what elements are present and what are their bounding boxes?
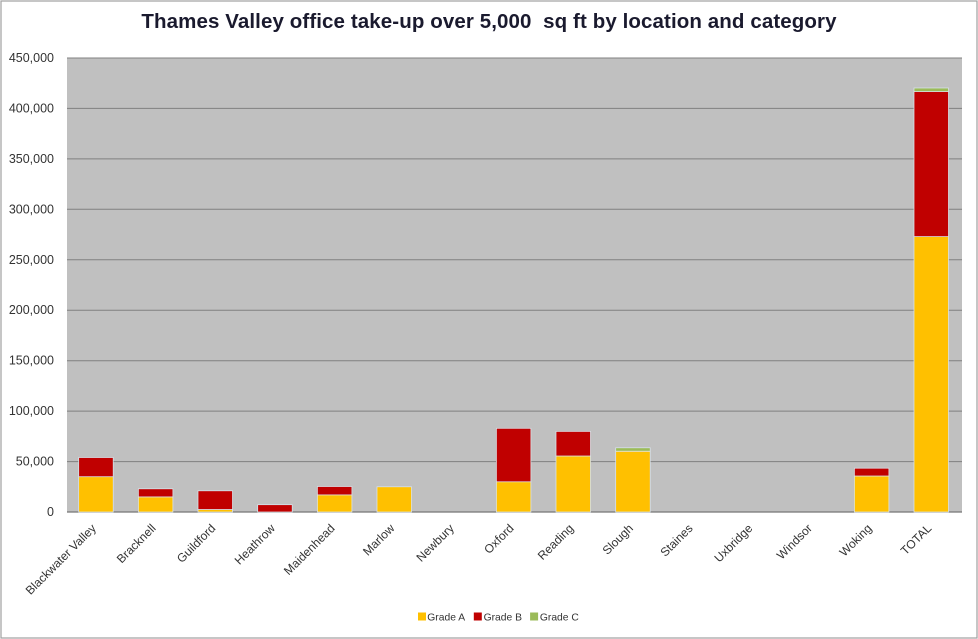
- svg-text:Blackwater Valley: Blackwater Valley: [23, 521, 99, 597]
- svg-text:Heathrow: Heathrow: [232, 521, 278, 567]
- svg-text:450,000: 450,000: [9, 51, 54, 65]
- svg-text:150,000: 150,000: [9, 354, 54, 368]
- svg-text:Marlow: Marlow: [360, 521, 397, 558]
- svg-text:Oxford: Oxford: [481, 521, 516, 556]
- svg-text:Uxbridge: Uxbridge: [711, 521, 755, 565]
- svg-text:Grade B: Grade B: [484, 613, 522, 624]
- svg-text:Windsor: Windsor: [774, 521, 815, 562]
- svg-text:Grade C: Grade C: [540, 613, 579, 624]
- svg-text:TOTAL: TOTAL: [898, 521, 935, 558]
- svg-text:Staines: Staines: [657, 521, 695, 559]
- svg-text:Bracknell: Bracknell: [114, 521, 159, 566]
- svg-text:Guildford: Guildford: [174, 521, 218, 565]
- svg-text:100,000: 100,000: [9, 404, 54, 418]
- svg-text:300,000: 300,000: [9, 202, 54, 216]
- svg-text:Grade A: Grade A: [427, 613, 465, 624]
- svg-text:250,000: 250,000: [9, 253, 54, 267]
- svg-text:350,000: 350,000: [9, 152, 54, 166]
- svg-text:Newbury: Newbury: [414, 521, 457, 564]
- svg-text:400,000: 400,000: [9, 101, 54, 115]
- svg-text:Slough: Slough: [600, 521, 636, 557]
- svg-text:200,000: 200,000: [9, 303, 54, 317]
- svg-text:Woking: Woking: [837, 521, 875, 559]
- svg-text:0: 0: [47, 505, 54, 519]
- svg-text:Reading: Reading: [535, 521, 577, 563]
- svg-text:50,000: 50,000: [16, 455, 54, 469]
- svg-text:Maidenhead: Maidenhead: [281, 521, 338, 578]
